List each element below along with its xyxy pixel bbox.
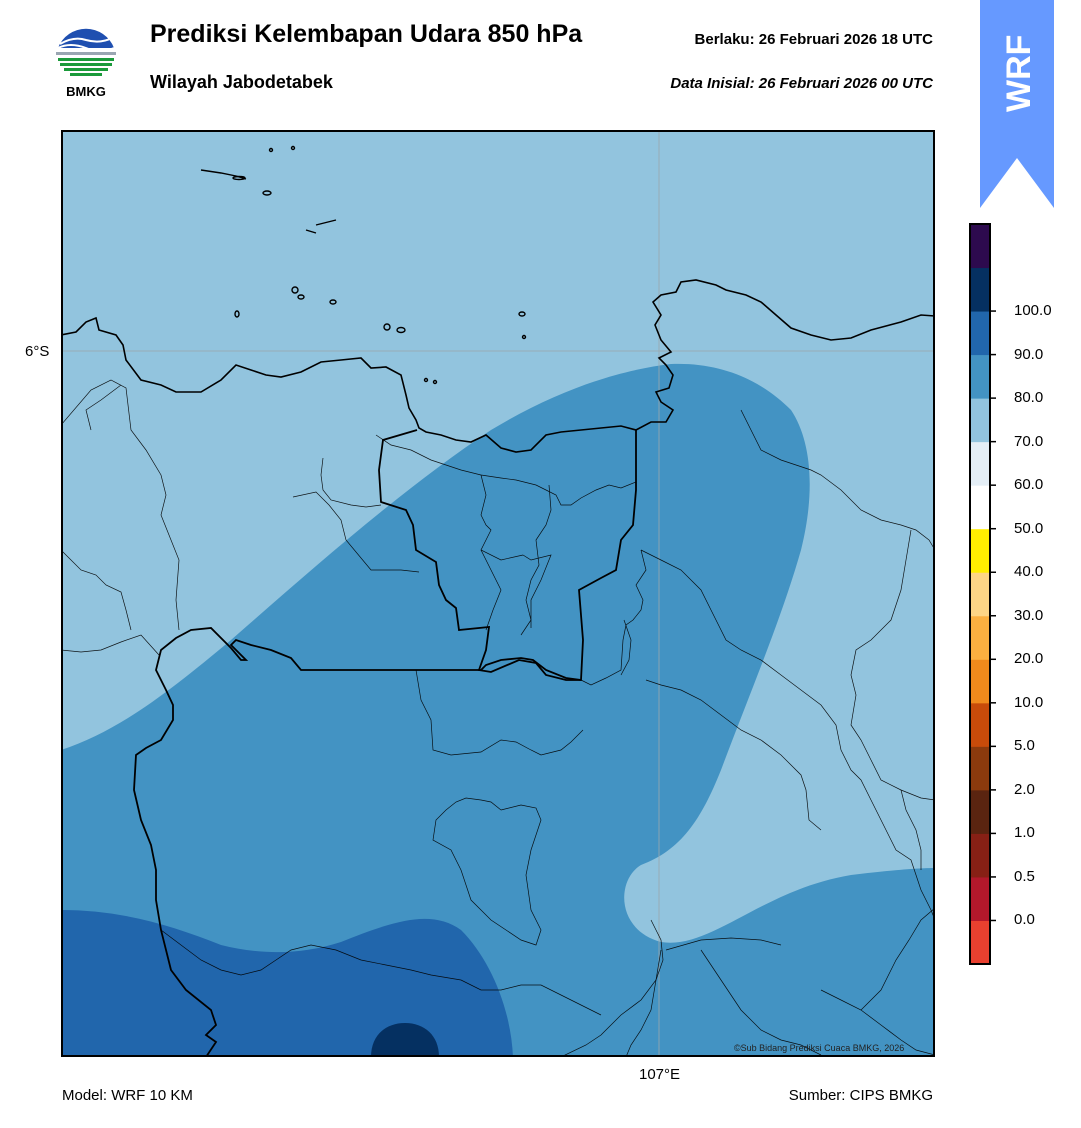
- colorbar-tick-label: 10.0: [1014, 693, 1044, 711]
- region-subtitle: Wilayah Jabodetabek: [150, 72, 333, 92]
- logo-text: BMKG: [66, 84, 106, 99]
- bmkg-logo-icon: [56, 24, 116, 84]
- model-info: Model: WRF 10 KM: [62, 1087, 193, 1104]
- humidity-zone-80-90: [61, 910, 513, 1057]
- colorbar-tick-label: 40.0: [1014, 563, 1044, 581]
- colorbar-tick-label: 2.0: [1014, 780, 1035, 798]
- colorbar-segment: [970, 746, 990, 791]
- colorbar-segment: [970, 267, 990, 312]
- colorbar-segment: [970, 920, 990, 965]
- colorbar-tick-label: 90.0: [1014, 345, 1044, 363]
- colorbar-segment: [970, 572, 990, 617]
- colorbar-segment: [970, 876, 990, 921]
- colorbar-segment: [970, 702, 990, 747]
- colorbar: [969, 223, 996, 965]
- coastline: [61, 279, 935, 453]
- humidity-zone-90-100: [371, 1023, 439, 1057]
- colorbar-segment: [970, 789, 990, 834]
- colorbar-segment: [970, 528, 990, 573]
- source-info: Sumber: CIPS BMKG: [788, 1087, 933, 1104]
- colorbar-tick-label: 20.0: [1014, 650, 1044, 668]
- map-credit: ©Sub Bidang Prediksi Cuaca BMKG, 2026: [734, 1043, 905, 1053]
- colorbar-tick-label: 80.0: [1014, 389, 1044, 407]
- colorbar-tick-label: 1.0: [1014, 824, 1035, 842]
- colorbar-tick-label: 60.0: [1014, 476, 1044, 494]
- colorbar-segment: [970, 224, 990, 269]
- humidity-zone-70-80: [61, 363, 935, 1057]
- colorbar-tick-label: 100.0: [1014, 302, 1052, 320]
- colorbar-segment: [970, 441, 990, 486]
- colorbar-segment: [970, 833, 990, 878]
- colorbar-segment: [970, 615, 990, 660]
- colorbar-segment: [970, 659, 990, 704]
- longitude-label: 107°E: [639, 1066, 681, 1083]
- map-frame: [61, 130, 935, 1057]
- regency-borders: [61, 379, 935, 1057]
- wrf-banner: WRF: [980, 0, 1054, 208]
- valid-time: Berlaku: 26 Februari 2026 18 UTC: [694, 31, 933, 48]
- colorbar-frame: [969, 223, 991, 965]
- colorbar-tick-label: 30.0: [1014, 606, 1044, 624]
- wrf-banner-text: WRF: [1000, 35, 1038, 112]
- humidity-map: [61, 130, 935, 1057]
- colorbar-segment: [970, 485, 990, 530]
- colorbar-tick-label: 0.5: [1014, 867, 1035, 885]
- islands: [200, 145, 527, 385]
- page-title: Prediksi Kelembapan Udara 850 hPa: [150, 20, 583, 48]
- colorbar-tick-label: 5.0: [1014, 737, 1035, 755]
- colorbar-tick-label: 0.0: [1014, 911, 1035, 929]
- colorbar-segment: [970, 354, 990, 399]
- colorbar-segment: [970, 398, 990, 443]
- latitude-label: 6°S: [25, 343, 50, 360]
- colorbar-tick-label: 50.0: [1014, 519, 1044, 537]
- colorbar-segment: [970, 311, 990, 356]
- colorbar-tick-label: 70.0: [1014, 432, 1044, 450]
- init-time: Data Inisial: 26 Februari 2026 00 UTC: [670, 75, 933, 92]
